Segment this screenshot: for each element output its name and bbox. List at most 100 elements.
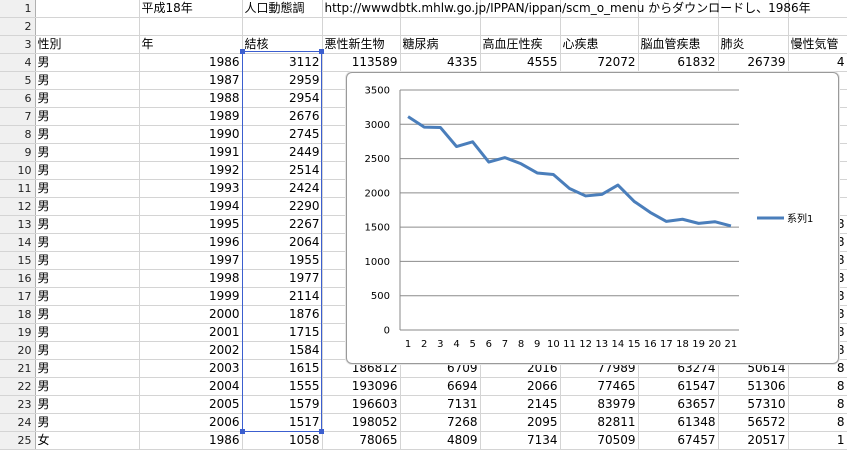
cell[interactable]: 113589 xyxy=(322,54,400,72)
cell[interactable]: 2000 xyxy=(139,306,242,324)
row-header[interactable]: 8 xyxy=(0,126,35,144)
cell[interactable]: 2002 xyxy=(139,342,242,360)
cell[interactable]: 196603 xyxy=(322,396,400,414)
cell[interactable]: 1986 xyxy=(139,432,242,450)
cell[interactable]: 2066 xyxy=(480,378,560,396)
cell[interactable] xyxy=(560,18,638,36)
cell[interactable]: 1988 xyxy=(139,90,242,108)
cell[interactable]: 61547 xyxy=(638,378,718,396)
cell[interactable] xyxy=(788,18,847,36)
cell[interactable] xyxy=(718,18,788,36)
cell[interactable]: 男 xyxy=(35,414,139,432)
cell[interactable]: 63657 xyxy=(638,396,718,414)
cell[interactable]: 男 xyxy=(35,90,139,108)
cell[interactable]: 高血圧性疾 xyxy=(480,36,560,54)
cell[interactable]: 1994 xyxy=(139,198,242,216)
cell[interactable]: 1995 xyxy=(139,216,242,234)
cell[interactable]: 男 xyxy=(35,216,139,234)
row-header[interactable]: 3 xyxy=(0,36,35,54)
cell[interactable]: 8 xyxy=(788,396,847,414)
row-header[interactable]: 23 xyxy=(0,396,35,414)
cell[interactable] xyxy=(638,18,718,36)
cell[interactable]: 人口動態調 xyxy=(242,0,322,18)
cell[interactable]: 2095 xyxy=(480,414,560,432)
cell[interactable]: 1584 xyxy=(242,342,322,360)
cell[interactable]: 1615 xyxy=(242,360,322,378)
cell[interactable]: 1715 xyxy=(242,324,322,342)
row-header[interactable]: 4 xyxy=(0,54,35,72)
cell[interactable]: 1992 xyxy=(139,162,242,180)
cell[interactable]: 2267 xyxy=(242,216,322,234)
cell[interactable]: 1986 xyxy=(139,54,242,72)
cell[interactable]: 2114 xyxy=(242,288,322,306)
cell[interactable]: 1997 xyxy=(139,252,242,270)
row-header[interactable]: 20 xyxy=(0,342,35,360)
row-header[interactable]: 14 xyxy=(0,234,35,252)
cell[interactable]: 男 xyxy=(35,144,139,162)
cell[interactable]: 男 xyxy=(35,288,139,306)
row-header[interactable]: 9 xyxy=(0,144,35,162)
row-header[interactable]: 7 xyxy=(0,108,35,126)
cell[interactable]: 1955 xyxy=(242,252,322,270)
cell[interactable]: 57310 xyxy=(718,396,788,414)
cell[interactable]: 男 xyxy=(35,54,139,72)
cell[interactable]: 4809 xyxy=(400,432,480,450)
row-header[interactable]: 13 xyxy=(0,216,35,234)
cell[interactable]: 193096 xyxy=(322,378,400,396)
row-header[interactable]: 5 xyxy=(0,72,35,90)
cell[interactable]: 慢性気管 xyxy=(788,36,847,54)
cell[interactable]: 1579 xyxy=(242,396,322,414)
cell[interactable]: 1517 xyxy=(242,414,322,432)
row-header[interactable]: 24 xyxy=(0,414,35,432)
cell[interactable]: 男 xyxy=(35,198,139,216)
cell[interactable] xyxy=(480,18,560,36)
cell[interactable]: 男 xyxy=(35,378,139,396)
cell[interactable]: 70509 xyxy=(560,432,638,450)
cell[interactable]: 男 xyxy=(35,162,139,180)
cell[interactable]: 26739 xyxy=(718,54,788,72)
cell[interactable]: 3112 xyxy=(242,54,322,72)
row-header[interactable]: 10 xyxy=(0,162,35,180)
row-header[interactable]: 19 xyxy=(0,324,35,342)
cell[interactable]: 女 xyxy=(35,432,139,450)
cell[interactable]: 1987 xyxy=(139,72,242,90)
cell[interactable]: 肺炎 xyxy=(718,36,788,54)
cell[interactable]: 61832 xyxy=(638,54,718,72)
cell[interactable]: 2449 xyxy=(242,144,322,162)
cell[interactable]: 平成18年 xyxy=(139,0,242,18)
row-header[interactable]: 25 xyxy=(0,432,35,450)
cell[interactable]: 男 xyxy=(35,324,139,342)
cell[interactable]: 1993 xyxy=(139,180,242,198)
cell[interactable]: 脳血管疾患 xyxy=(638,36,718,54)
cell[interactable]: 性別 xyxy=(35,36,139,54)
cell[interactable]: 糖尿病 xyxy=(400,36,480,54)
cell[interactable]: 4335 xyxy=(400,54,480,72)
cell[interactable]: 1 xyxy=(788,432,847,450)
cell[interactable]: 67457 xyxy=(638,432,718,450)
cell[interactable]: 男 xyxy=(35,306,139,324)
cell[interactable]: 男 xyxy=(35,396,139,414)
cell[interactable]: 1990 xyxy=(139,126,242,144)
cell[interactable]: 2145 xyxy=(480,396,560,414)
cell[interactable]: 7134 xyxy=(480,432,560,450)
cell[interactable] xyxy=(35,0,139,18)
cell[interactable]: 男 xyxy=(35,126,139,144)
cell[interactable]: 1876 xyxy=(242,306,322,324)
cell[interactable]: 結核 xyxy=(242,36,322,54)
cell[interactable] xyxy=(242,18,322,36)
cell[interactable]: 6694 xyxy=(400,378,480,396)
cell[interactable]: 2005 xyxy=(139,396,242,414)
cell[interactable]: 2004 xyxy=(139,378,242,396)
cell[interactable]: 男 xyxy=(35,360,139,378)
cell[interactable]: 83979 xyxy=(560,396,638,414)
cell[interactable]: 心疾患 xyxy=(560,36,638,54)
cell[interactable]: http://wwwdbtk.mhlw.go.jp/IPPAN/ippan/sc… xyxy=(322,0,400,18)
cell[interactable]: 4 xyxy=(788,54,847,72)
cell[interactable]: 51306 xyxy=(718,378,788,396)
cell[interactable]: 2001 xyxy=(139,324,242,342)
cell[interactable]: 男 xyxy=(35,252,139,270)
cell[interactable]: 1996 xyxy=(139,234,242,252)
cell[interactable]: 8 xyxy=(788,414,847,432)
cell[interactable]: 男 xyxy=(35,108,139,126)
